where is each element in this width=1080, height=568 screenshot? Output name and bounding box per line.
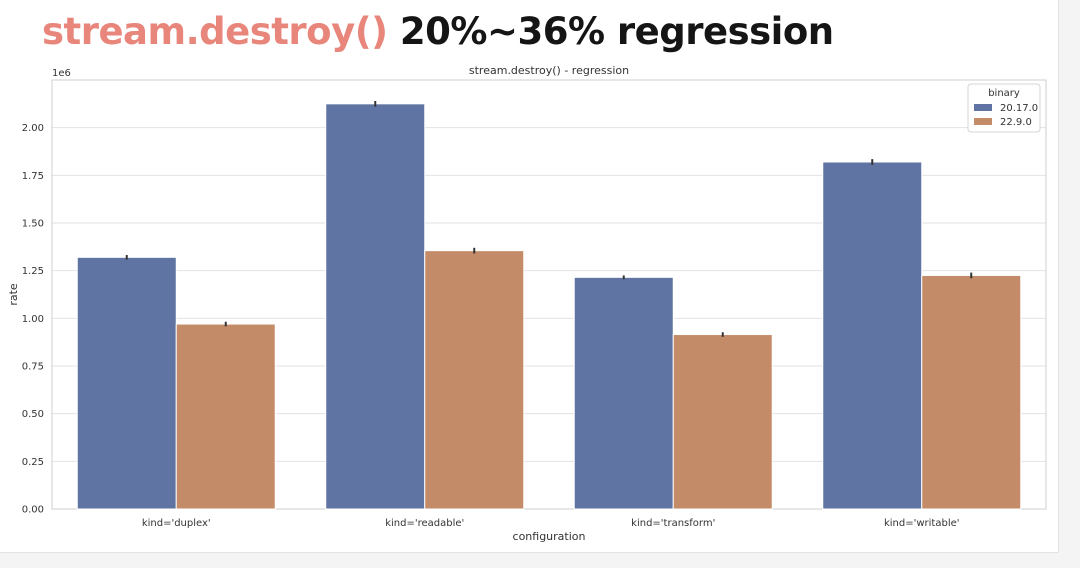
y-tick-label: 0.00 (22, 505, 44, 516)
legend-swatch (974, 104, 992, 111)
headline-rest: 20%~36% regression (399, 10, 834, 53)
x-tick-label: kind='duplex' (142, 518, 211, 529)
bar (921, 274, 1022, 510)
legend-title: binary (988, 88, 1020, 99)
legend-label: 22.9.0 (1000, 117, 1032, 128)
y-tick-label: 1.75 (22, 171, 44, 182)
y-tick-label: 2.00 (22, 123, 44, 134)
y-tick-label: 0.25 (22, 457, 44, 468)
bar (175, 323, 276, 510)
headline-accent: stream.destroy() (42, 10, 388, 53)
legend: binary 20.17.0 22.9.0 (967, 83, 1041, 133)
y-axis-label: rate (7, 283, 20, 306)
bar (822, 161, 923, 510)
bar (424, 250, 525, 510)
y-tick-label: 0.75 (22, 362, 44, 373)
y-tick-label: 1.50 (22, 219, 44, 230)
chart-title: stream.destroy() - regression (469, 64, 629, 77)
bar (672, 334, 773, 510)
slide: stream.destroy() 20%~36% regression 0.00… (0, 0, 1059, 553)
x-tick-label: kind='transform' (631, 518, 715, 529)
bars (76, 100, 1022, 510)
legend-label: 20.17.0 (1000, 103, 1038, 114)
bar (325, 103, 426, 510)
x-tick-label: kind='readable' (385, 518, 464, 529)
legend-items: 20.17.0 22.9.0 (974, 103, 1038, 128)
y-tick-label: 1.00 (22, 314, 44, 325)
y-axis-ticks: 0.00 0.25 0.50 0.75 1.00 1.25 1.50 1.75 2.00 (22, 123, 44, 515)
legend-swatch (974, 118, 992, 125)
bar (573, 276, 674, 510)
x-axis-ticks: kind='duplex' kind='readable' kind='transf… (142, 518, 960, 529)
x-tick-label: kind='writable' (884, 518, 960, 529)
bar-chart: 0.00 0.25 0.50 0.75 1.00 1.25 1.50 1.75 2.00 kin… (7, 64, 1047, 543)
x-axis-label: configuration (513, 530, 586, 543)
y-tick-label: 0.50 (22, 409, 44, 420)
plot-area (51, 79, 1047, 510)
y-tick-label: 1.25 (22, 266, 44, 277)
y-axis-scale-label: 1e6 (52, 68, 71, 79)
slide-headline: stream.destroy() 20%~36% regression (42, 10, 834, 53)
bar (76, 256, 177, 510)
